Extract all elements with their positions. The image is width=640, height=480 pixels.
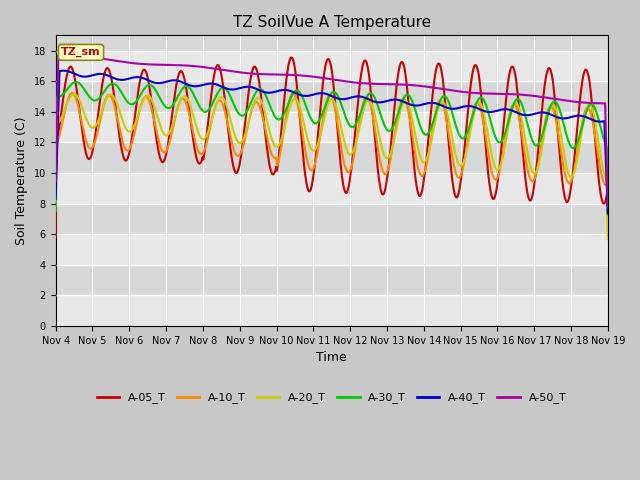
A-10_T <box>418 173 426 179</box>
A-40_T <box>175 78 182 84</box>
A-05_T <box>175 72 182 78</box>
Bar <box>56 265 608 296</box>
A-40_T <box>604 210 612 216</box>
A-10_T <box>52 203 60 208</box>
Bar <box>56 20 608 50</box>
A-10_T <box>490 175 498 181</box>
A-40_T <box>52 196 60 202</box>
A-30_T <box>52 208 60 214</box>
A-10_T <box>237 150 244 156</box>
Y-axis label: Soil Temperature (C): Soil Temperature (C) <box>15 117 28 245</box>
A-10_T <box>604 228 612 234</box>
Bar <box>56 234 608 265</box>
A-50_T <box>52 179 60 184</box>
Title: TZ SoilVue A Temperature: TZ SoilVue A Temperature <box>233 15 431 30</box>
Bar <box>56 143 608 173</box>
A-50_T <box>161 62 169 68</box>
A-20_T <box>52 202 60 208</box>
A-50_T <box>490 91 498 96</box>
A-30_T <box>539 131 547 137</box>
A-50_T <box>539 94 547 100</box>
Bar <box>56 296 608 326</box>
A-50_T <box>54 52 62 58</box>
Bar <box>56 81 608 112</box>
A-10_T <box>175 101 182 107</box>
A-05_T <box>490 196 498 202</box>
A-20_T <box>418 157 426 163</box>
A-20_T <box>604 236 612 242</box>
Bar <box>56 204 608 234</box>
A-20_T <box>237 140 244 146</box>
A-50_T <box>175 62 182 68</box>
Line: A-05_T: A-05_T <box>56 58 608 238</box>
A-05_T <box>287 55 295 60</box>
A-05_T <box>418 189 426 195</box>
A-05_T <box>236 158 244 164</box>
A-40_T <box>60 68 68 73</box>
A-50_T <box>418 83 426 89</box>
A-05_T <box>161 156 169 161</box>
Bar <box>56 112 608 143</box>
A-10_T <box>68 90 76 96</box>
A-40_T <box>539 109 547 115</box>
A-30_T <box>418 127 426 132</box>
A-20_T <box>161 132 169 138</box>
A-05_T <box>52 235 60 240</box>
A-20_T <box>70 91 78 97</box>
A-20_T <box>490 161 498 167</box>
A-20_T <box>175 102 182 108</box>
Line: A-40_T: A-40_T <box>56 71 608 213</box>
A-30_T <box>490 130 498 135</box>
A-40_T <box>490 108 498 114</box>
A-50_T <box>604 204 612 210</box>
Line: A-30_T: A-30_T <box>56 82 608 215</box>
Line: A-50_T: A-50_T <box>56 55 608 207</box>
A-10_T <box>539 134 547 140</box>
A-30_T <box>175 92 182 97</box>
Bar <box>56 50 608 81</box>
A-20_T <box>539 141 547 147</box>
Line: A-20_T: A-20_T <box>56 94 608 239</box>
Line: A-10_T: A-10_T <box>56 93 608 231</box>
Bar <box>56 173 608 204</box>
A-05_T <box>604 185 612 191</box>
X-axis label: Time: Time <box>316 351 347 364</box>
A-30_T <box>237 112 244 118</box>
Legend: A-05_T, A-10_T, A-20_T, A-30_T, A-40_T, A-50_T: A-05_T, A-10_T, A-20_T, A-30_T, A-40_T, … <box>93 388 571 408</box>
A-40_T <box>161 79 169 85</box>
Text: TZ_sm: TZ_sm <box>61 47 100 58</box>
A-10_T <box>161 149 169 155</box>
A-50_T <box>237 70 244 75</box>
A-40_T <box>418 102 426 108</box>
A-30_T <box>161 104 169 109</box>
A-05_T <box>539 101 547 107</box>
A-30_T <box>604 212 612 218</box>
A-40_T <box>237 85 244 91</box>
A-30_T <box>72 79 80 85</box>
